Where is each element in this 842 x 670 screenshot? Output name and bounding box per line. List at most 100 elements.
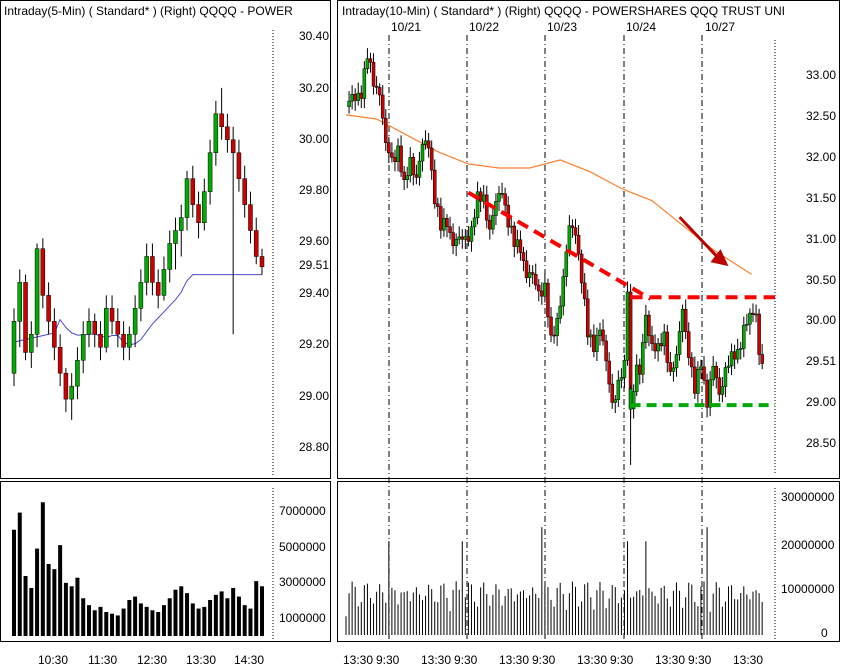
day-separators: [388, 35, 703, 640]
right-candle: [448, 226, 452, 233]
right-candle: [426, 140, 431, 149]
left-candle: [63, 372, 69, 400]
right-volume-bar: [388, 541, 390, 635]
right-date-label: 10/23: [547, 20, 577, 34]
right-candle: [411, 156, 416, 176]
left-time-label: 13:30: [186, 653, 216, 667]
right-volume-bar: [415, 587, 417, 635]
left-candle: [75, 359, 80, 387]
right-candle: [760, 354, 764, 364]
right-candle: [686, 331, 691, 358]
left-volume-bar: [190, 603, 195, 636]
right-candle: [540, 290, 544, 297]
right-volume-bar: [633, 596, 635, 635]
right-candle: [638, 364, 642, 375]
right-candle: [659, 343, 663, 347]
right-candle: [469, 226, 474, 242]
right-date-label: 10/27: [705, 20, 735, 34]
right-candle: [439, 206, 443, 231]
left-candle: [207, 152, 213, 192]
right-volume-bar: [553, 606, 555, 635]
right-candle: [558, 305, 562, 319]
right-candle: [390, 152, 394, 158]
right-candle: [518, 239, 523, 253]
right-candle: [380, 94, 385, 119]
left-volume-bar: [12, 529, 16, 636]
right-candle: [414, 174, 419, 178]
right-volume-bar: [403, 592, 405, 635]
right-candle: [601, 329, 605, 342]
left-candle: [184, 178, 190, 218]
left-candle: [179, 217, 184, 231]
right-volume-bar: [449, 611, 451, 635]
left-volume-bar: [75, 577, 80, 636]
left-volume-bar: [231, 588, 236, 636]
right-volume-bar: [480, 587, 482, 635]
left-volume-bar: [173, 589, 178, 636]
right-candle: [748, 312, 752, 325]
right-volume-bar: [611, 584, 613, 635]
right-volume-bar: [743, 586, 745, 635]
right-volume-bar: [455, 581, 457, 635]
right-volume-bar: [507, 588, 509, 635]
right-volume-bar: [565, 610, 567, 635]
right-candle: [665, 331, 670, 363]
right-candle: [362, 68, 367, 99]
right-volume-bar: [651, 591, 653, 635]
right-volume-bar: [575, 586, 576, 635]
left-volume-tick: 3000000: [279, 575, 326, 589]
right-candle: [368, 58, 373, 63]
right-candle: [650, 335, 654, 344]
right-volume-bar: [599, 582, 601, 635]
right-candle: [500, 193, 504, 195]
right-volume-bar: [483, 582, 485, 635]
right-candle: [475, 191, 480, 219]
right-candle: [726, 365, 731, 368]
right-candle: [393, 157, 397, 162]
right-price-tick: 31.00: [806, 232, 836, 246]
right-volume-bar: [697, 606, 699, 635]
right-volume-bar: [348, 593, 350, 635]
right-volume-tick: 10000000: [781, 582, 835, 596]
right-candle: [604, 340, 608, 362]
right-candle: [371, 62, 376, 87]
right-candle: [607, 360, 611, 385]
right-candle: [634, 364, 639, 392]
right-volume-bar: [587, 582, 589, 635]
right-volume-tick: 20000000: [781, 538, 835, 552]
right-volume-bar: [728, 586, 729, 635]
right-candle: [436, 203, 440, 207]
left-volume-bar: [208, 600, 213, 636]
left-candle: [98, 334, 103, 348]
right-volume-bar: [477, 606, 479, 635]
left-price-tick: 29.20: [299, 337, 329, 351]
right-candle: [714, 365, 719, 379]
left-volume-bar: [52, 569, 57, 636]
right-candle: [702, 366, 706, 381]
right-volume-bar: [391, 587, 393, 635]
left-volume-bar: [17, 512, 22, 636]
right-candle: [454, 238, 458, 247]
left-volume-bar: [127, 600, 132, 636]
right-time-label: 13:30: [733, 653, 763, 667]
right-candle: [527, 272, 532, 278]
right-price-tick: 28.50: [806, 436, 836, 450]
right-volume-bar: [400, 592, 402, 635]
left-candle: [190, 178, 196, 205]
left-volume-bar: [81, 598, 86, 636]
right-volume-bar: [706, 527, 708, 635]
right-volume-bar: [593, 609, 595, 635]
right-volume-bar: [562, 594, 564, 635]
right-volume-bar: [373, 603, 375, 635]
right-volume-bar: [605, 608, 607, 635]
right-volume-bar: [532, 587, 534, 635]
right-volume-bar: [535, 593, 537, 635]
right-volume-bar: [715, 582, 717, 635]
right-candle: [662, 331, 666, 347]
right-time-axis: 13:30 9:30 13:30 9:30 13:30 9:30 13:30 9…: [343, 653, 763, 667]
right-volume-bar: [679, 590, 681, 635]
right-candle: [570, 225, 575, 228]
right-volume-bar: [467, 582, 469, 635]
right-volume-bar: [657, 603, 659, 635]
left-volume-tick: 7000000: [279, 504, 326, 518]
